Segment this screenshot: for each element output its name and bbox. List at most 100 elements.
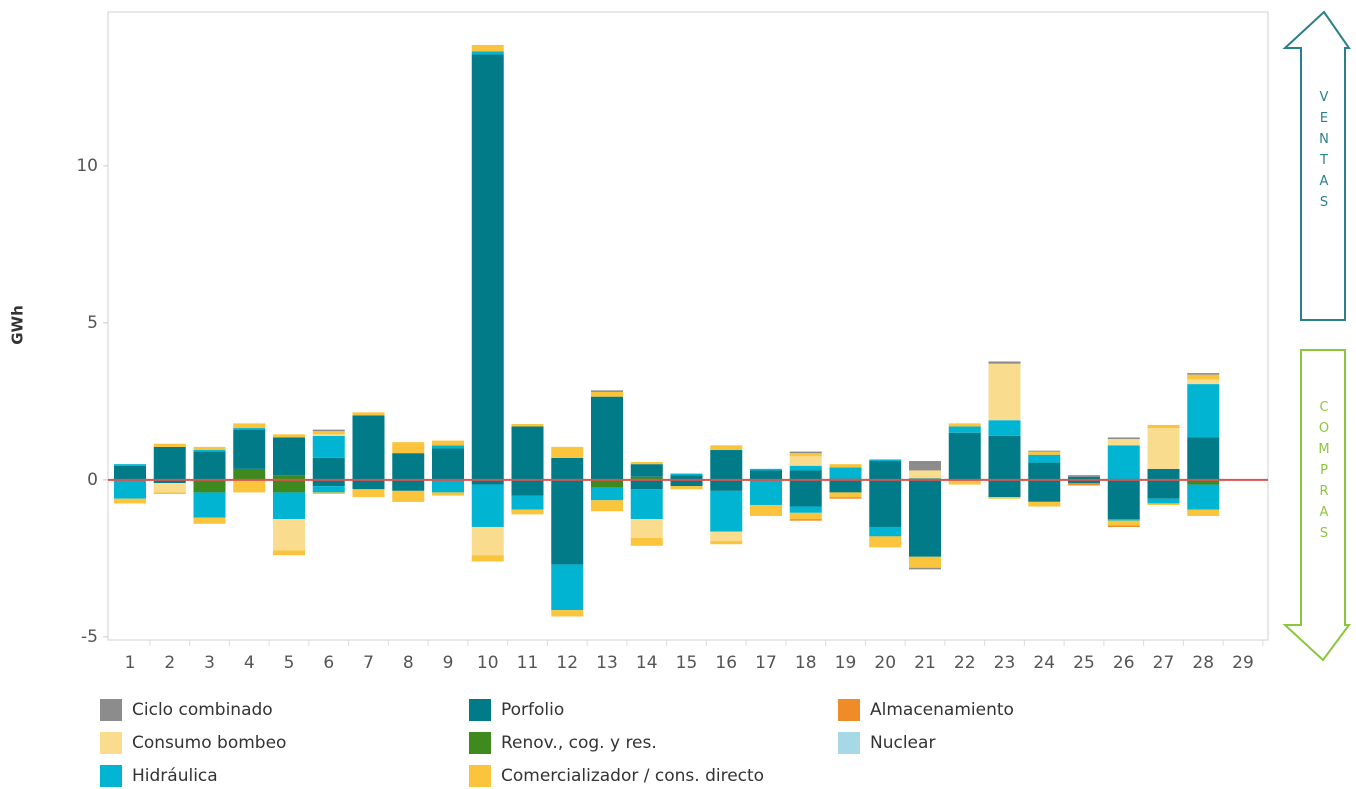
x-tick-label: 5 — [284, 653, 295, 673]
bar-segment — [869, 461, 902, 480]
bar-segment — [1187, 379, 1220, 385]
x-tick-label: 4 — [244, 653, 255, 673]
bar-segment — [829, 467, 862, 479]
bar-segment — [551, 457, 584, 480]
bar-segment — [352, 479, 385, 490]
legend-label: Ciclo combinado — [132, 700, 273, 720]
bar-segment — [1028, 462, 1061, 480]
bar-segment — [471, 44, 504, 52]
bar-segment — [789, 453, 822, 457]
bar-segment — [670, 479, 703, 487]
bar-segment — [193, 450, 226, 452]
x-tick-label: 26 — [1113, 653, 1135, 673]
bar-segment — [511, 426, 544, 480]
bar-segment — [511, 479, 544, 496]
bar-segment — [432, 448, 464, 480]
bar-segment — [471, 526, 504, 556]
bar-segment — [670, 486, 703, 490]
bar-segment — [312, 435, 345, 458]
bar-segment — [630, 489, 663, 520]
ventas-arrow — [1282, 10, 1351, 321]
y-axis-label: GWh — [9, 305, 27, 345]
bar-segment — [114, 464, 146, 466]
bar-segment — [710, 450, 743, 480]
x-tick-label: 29 — [1232, 653, 1254, 673]
bar-segment — [1107, 525, 1140, 527]
bar-segment — [273, 479, 305, 493]
bar-segment — [948, 479, 981, 485]
legend-swatch — [838, 732, 860, 754]
bar-segment — [909, 567, 941, 570]
bar-segment — [1187, 484, 1220, 510]
bar-segment — [710, 479, 743, 491]
bar-segment — [193, 446, 226, 451]
bar-segment — [273, 550, 305, 556]
bar-segment — [153, 446, 186, 480]
x-tick-label: 14 — [636, 653, 658, 673]
bar-segment — [153, 443, 186, 447]
bar-segment — [233, 468, 266, 480]
bar-segment — [670, 473, 703, 476]
bar-segment — [988, 361, 1021, 364]
bar-segment — [193, 451, 226, 480]
bar-segment — [789, 519, 822, 521]
legend-label: Porfolio — [501, 700, 564, 720]
bar-segment — [153, 479, 186, 483]
bar-segment — [1028, 501, 1061, 507]
bar-segment — [352, 412, 385, 416]
x-tick-label: 16 — [715, 653, 737, 673]
bar-segment — [1068, 476, 1100, 480]
ventas-label: VENTAS — [1317, 90, 1332, 216]
x-tick-label: 9 — [443, 653, 454, 673]
bar-segment — [233, 479, 266, 493]
bar-segment — [511, 509, 544, 515]
bar-segment — [789, 512, 822, 520]
x-tick-label: 23 — [994, 653, 1016, 673]
bar-segment — [352, 489, 385, 498]
legend-swatch — [469, 699, 491, 721]
bar-segment — [273, 475, 305, 480]
y-tick-label: 10 — [76, 156, 98, 176]
bar-segment — [551, 610, 584, 617]
compras-arrow — [1282, 349, 1351, 662]
bar-segment — [869, 459, 902, 462]
bar-segment — [1187, 384, 1220, 438]
bar-segment — [1147, 428, 1180, 469]
bar-segment — [591, 396, 623, 480]
bar-segment — [630, 464, 663, 477]
x-tick-label: 21 — [914, 653, 936, 673]
bar-segment — [988, 497, 1021, 499]
bar-segment — [988, 479, 1021, 498]
bar-segment — [193, 517, 226, 524]
bar-segment — [193, 492, 226, 518]
bar-segment — [789, 470, 822, 480]
bar-segment — [1147, 503, 1180, 505]
bar-segment — [312, 457, 345, 480]
bar-segment — [432, 440, 464, 446]
bar-segment — [352, 415, 385, 480]
legend-swatch — [100, 765, 122, 787]
bar-segment — [750, 468, 782, 471]
bar-segment — [789, 479, 822, 507]
bar-segment — [1147, 498, 1180, 504]
x-tick-label: 24 — [1033, 653, 1055, 673]
x-tick-label: 20 — [874, 653, 896, 673]
bar-segment — [630, 479, 663, 490]
bar-segment — [1187, 373, 1220, 375]
bar-segment — [392, 442, 425, 454]
bar-segment — [591, 390, 623, 392]
bar-segment — [114, 479, 146, 499]
bar-segment — [829, 464, 862, 468]
bar-segment — [273, 492, 305, 520]
y-tick-label: 5 — [87, 313, 98, 333]
x-tick-label: 7 — [363, 653, 374, 673]
legend-swatch — [838, 699, 860, 721]
bar-segment — [233, 429, 266, 469]
bar-segment — [789, 506, 822, 513]
bar-segment — [1187, 374, 1220, 380]
bar-segment — [233, 428, 266, 430]
bar-segment — [312, 486, 345, 493]
bar-segment — [1107, 479, 1140, 520]
bar-segment — [511, 423, 544, 427]
